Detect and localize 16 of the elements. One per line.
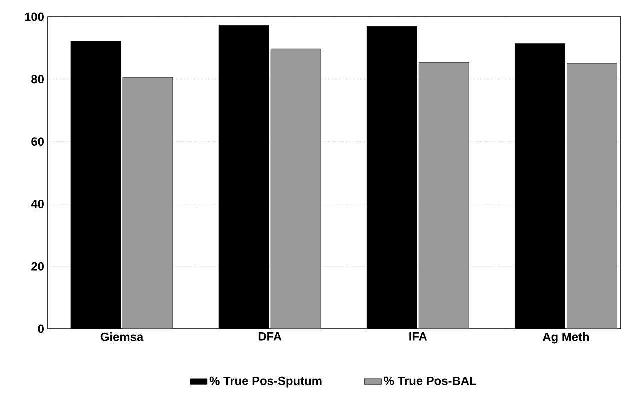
y-tick-label: 40 <box>31 200 44 208</box>
legend-label: % True Pos-Sputum <box>210 376 322 388</box>
bar <box>122 77 174 329</box>
bar <box>567 63 618 329</box>
x-tick-label: IFA <box>410 332 428 341</box>
bar <box>418 62 470 329</box>
y-tick-label: 80 <box>32 75 44 84</box>
x-tick-label: DFA <box>258 332 282 341</box>
y-tick-label: 60 <box>32 138 44 146</box>
x-tick-label: Ag Meth <box>542 332 590 344</box>
legend-label: % True Pos-BAL <box>384 376 476 386</box>
y-tick-label: 20 <box>32 262 44 271</box>
bar <box>271 49 322 329</box>
x-tick-label: Giemsa <box>100 332 144 342</box>
y-tick-label: 0 <box>38 324 44 334</box>
y-tick-label: 100 <box>25 12 44 22</box>
